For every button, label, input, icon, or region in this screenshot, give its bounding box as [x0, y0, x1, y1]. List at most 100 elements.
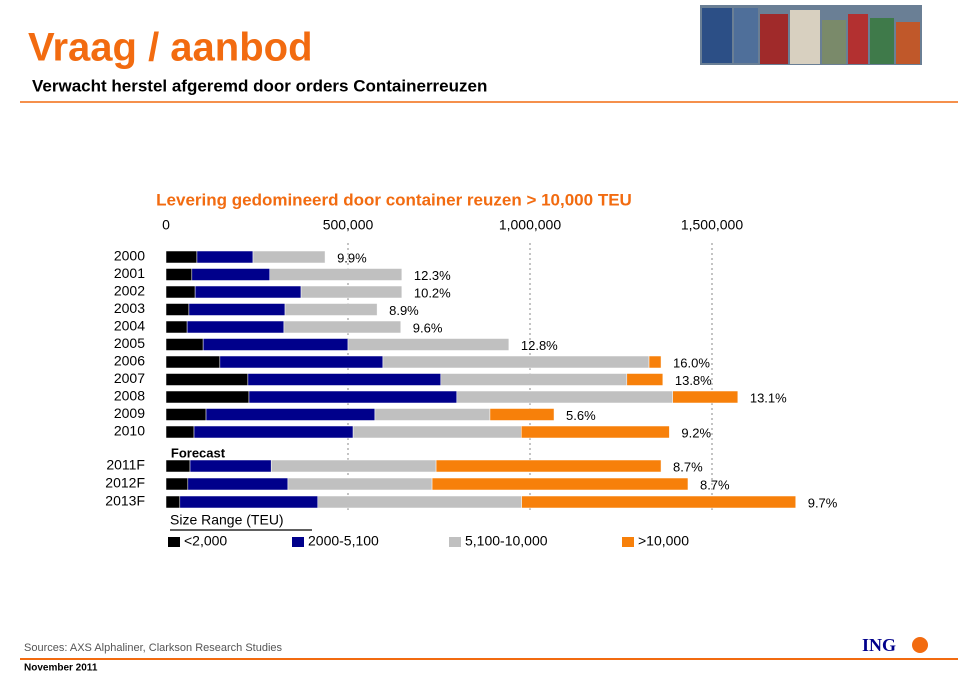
bar-segment [284, 303, 378, 316]
bar-segment [165, 268, 193, 281]
share-label: 13.8% [675, 373, 712, 388]
bar-segment [287, 477, 433, 491]
bar-segment [431, 477, 689, 491]
share-label: 9.7% [808, 495, 838, 510]
bar-segment [165, 390, 250, 404]
bar-segment [189, 459, 272, 473]
share-label: 16.0% [673, 355, 710, 370]
slide-title: Vraag / aanbod [28, 26, 313, 70]
x-tick-label: 0 [162, 217, 170, 233]
y-tick-label: 2007 [114, 370, 145, 386]
legend-swatch [449, 537, 461, 547]
bar-segment [165, 477, 189, 491]
share-label: 8.9% [389, 303, 419, 318]
bar-segment [219, 355, 384, 369]
share-label: 10.2% [414, 285, 451, 300]
bar-segment [165, 338, 204, 351]
share-label: 8.7% [700, 477, 730, 492]
bar-segment [202, 338, 349, 351]
share-label: 9.2% [681, 425, 711, 440]
bar-segment [270, 459, 437, 473]
logo-lion [912, 637, 928, 653]
bar-segment [205, 408, 376, 421]
share-label: 12.8% [521, 338, 558, 353]
y-tick-label: 2003 [114, 300, 145, 316]
chart-title: Levering gedomineerd door container reuz… [156, 190, 632, 209]
bar-segment [382, 355, 650, 369]
header-photo [700, 5, 922, 65]
bar-segment [435, 459, 662, 473]
bar-segment [521, 495, 796, 509]
bar-segment [191, 268, 270, 281]
share-label: 5.6% [566, 408, 596, 423]
slide-subtitle: Verwacht herstel afgeremd door orders Co… [32, 76, 487, 95]
legend-swatch [168, 537, 180, 547]
y-tick-label: 2001 [114, 265, 145, 281]
sources: Sources: AXS Alphaliner, Clarkson Resear… [24, 642, 283, 654]
x-tick-label: 1,000,000 [499, 217, 561, 233]
legend-label: 5,100-10,000 [465, 533, 548, 549]
y-tick-label: 2002 [114, 283, 145, 299]
bar-segment [165, 355, 221, 369]
share-label: 9.9% [337, 250, 367, 265]
bar-segment [626, 373, 664, 386]
bar-segment [352, 425, 522, 439]
forecast-label: Forecast [171, 445, 226, 460]
bar-segment [521, 425, 670, 439]
share-label: 13.1% [750, 390, 787, 405]
share-label: 9.6% [413, 320, 443, 335]
y-tick-label: 2006 [114, 353, 145, 369]
y-tick-label: 2009 [114, 405, 145, 421]
bar-segment [300, 285, 403, 299]
bar-segment [317, 495, 522, 509]
y-tick-label: 2010 [114, 423, 145, 439]
legend-swatch [292, 537, 304, 547]
bar-segment [440, 373, 628, 386]
bar-segment [196, 250, 254, 264]
bar-segment [165, 303, 190, 316]
bar-segment [269, 268, 403, 281]
bar-segment [165, 250, 198, 264]
bar-segment [252, 250, 326, 264]
bar-segment [186, 320, 285, 334]
y-tick-label: 2005 [114, 335, 145, 351]
footer-date: November 2011 [24, 663, 98, 673]
bar-segment [193, 425, 354, 439]
y-tick-label: 2004 [114, 318, 145, 334]
bar-segment [165, 408, 207, 421]
share-label: 8.7% [673, 459, 703, 474]
legend-label: 2000-5,100 [308, 533, 379, 549]
legend-swatch [622, 537, 634, 547]
bar-segment [283, 320, 402, 334]
x-tick-label: 500,000 [323, 217, 374, 233]
bar-segment [165, 495, 181, 509]
y-tick-label: 2012F [105, 475, 145, 491]
bar-segment [179, 495, 319, 509]
bar-segment [489, 408, 555, 421]
bar-segment [374, 408, 491, 421]
bar-segment [165, 425, 195, 439]
bar-segment [165, 285, 196, 299]
bar-segment [672, 390, 739, 404]
x-tick-label: 1,500,000 [681, 217, 743, 233]
bar-segment [187, 477, 289, 491]
legend-label: <2,000 [184, 533, 227, 549]
y-tick-label: 2013F [105, 493, 145, 509]
y-tick-label: 2008 [114, 388, 145, 404]
share-label: 12.3% [414, 268, 451, 283]
bar-segment [194, 285, 302, 299]
bar-segment [165, 320, 188, 334]
bar-segment [165, 373, 249, 386]
bar-segment [247, 373, 442, 386]
legend-title: Size Range (TEU) [170, 512, 284, 528]
bar-segment [456, 390, 673, 404]
logo: ING [862, 635, 896, 655]
bar-segment [165, 459, 191, 473]
bar-segment [248, 390, 458, 404]
bar-segment [188, 303, 286, 316]
legend-label: >10,000 [638, 533, 689, 549]
y-tick-label: 2000 [114, 248, 145, 264]
bar-segment [648, 355, 662, 369]
bar-segment [347, 338, 510, 351]
